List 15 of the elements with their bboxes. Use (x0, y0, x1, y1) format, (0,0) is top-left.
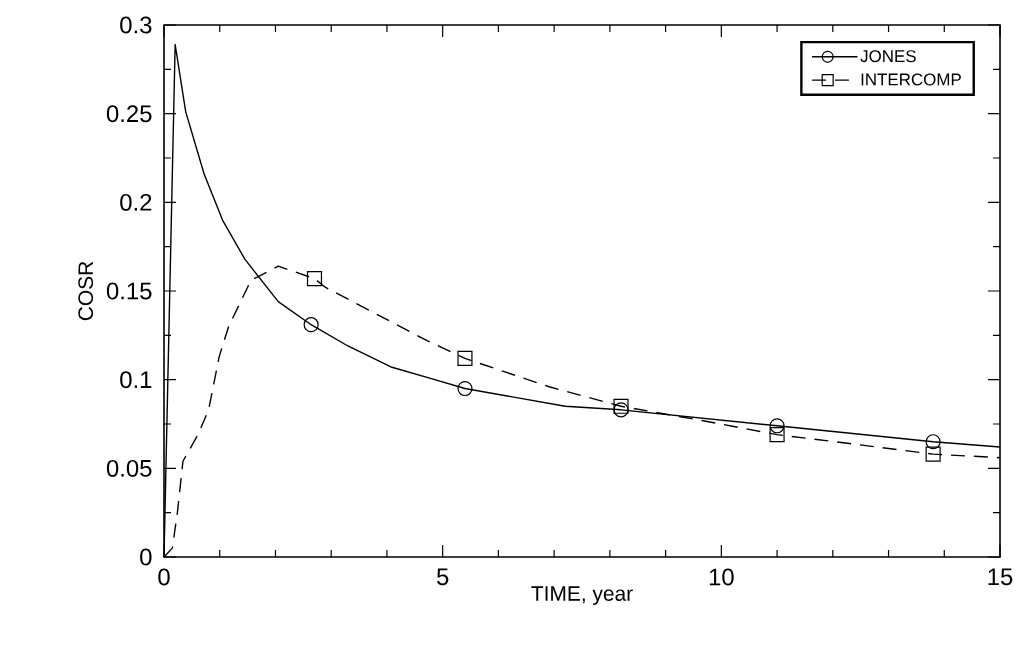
y-tick-label: 0.15 (106, 282, 152, 300)
y-tick-label: 0.1 (120, 371, 152, 389)
legend-label: INTERCOMP (861, 73, 961, 86)
x-axis-title: TIME, year (531, 586, 633, 606)
x-tick-label: 10 (709, 568, 734, 586)
y-tick-label: 0 (140, 548, 152, 566)
x-tick-label: 15 (988, 568, 1013, 586)
legend-label: JONES (860, 50, 916, 63)
y-tick-label: 0.2 (120, 193, 152, 211)
x-tick-label: 5 (436, 568, 449, 586)
y-tick-label: 0.05 (106, 459, 152, 477)
y-axis-title: COSR (78, 261, 94, 321)
x-tick-label: 0 (158, 568, 170, 586)
y-tick-label: 0.3 (120, 16, 152, 34)
y-tick-label: 0.25 (106, 105, 152, 123)
